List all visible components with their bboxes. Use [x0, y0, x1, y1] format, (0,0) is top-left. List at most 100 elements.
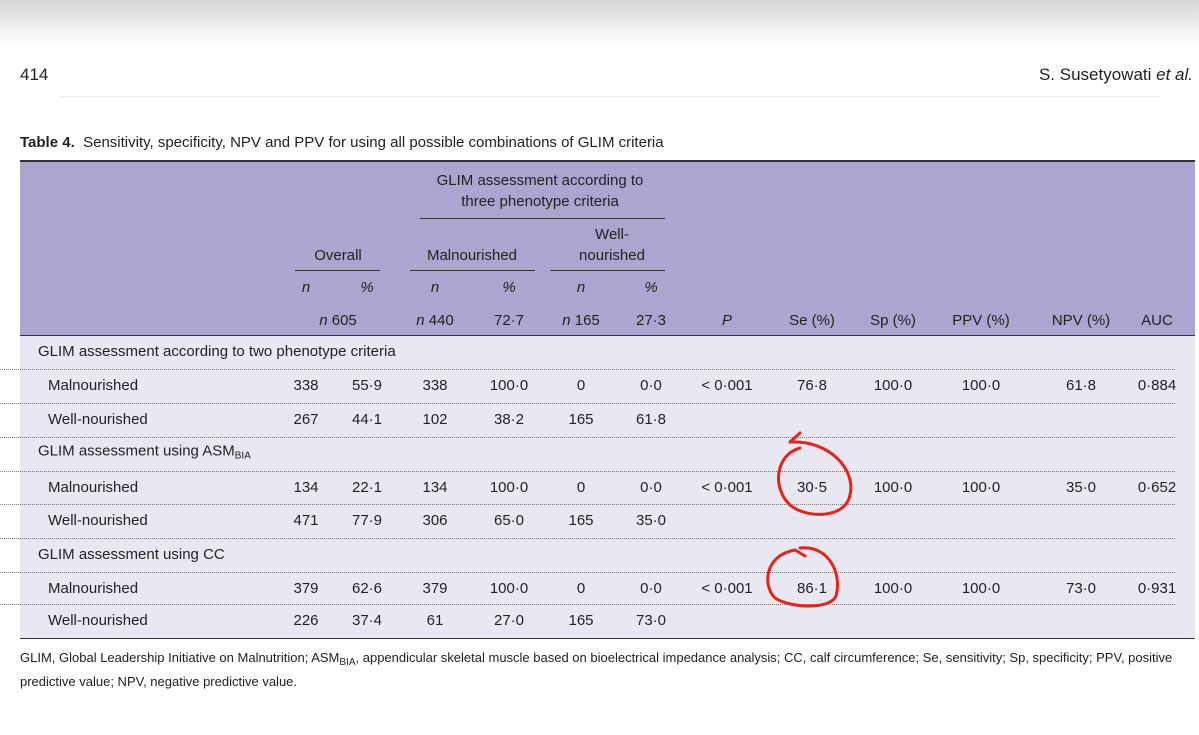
rule	[550, 270, 665, 271]
group-header: three phenotype criteria	[461, 193, 619, 210]
row-label: Well-nourished	[48, 512, 148, 529]
scan-shadow	[0, 0, 1199, 45]
total: 27·3	[636, 312, 666, 330]
subscript: BIA	[234, 450, 251, 462]
cell: 65·0	[493, 512, 525, 529]
cell: 100·0	[489, 479, 529, 496]
cell: 102	[422, 411, 448, 428]
column-header: Well-	[595, 226, 629, 243]
cell: 55·9	[351, 377, 383, 394]
total-value: 605	[331, 312, 357, 329]
total: n 605	[319, 312, 357, 330]
total-value: 165	[574, 312, 600, 329]
subheader: n	[301, 279, 311, 296]
subheader: %	[502, 279, 516, 296]
cell: 100·0	[489, 377, 529, 394]
cell: < 0·001	[701, 479, 753, 496]
row-label: Malnourished	[48, 479, 139, 496]
section-title-text: GLIM assessment using ASM	[38, 442, 235, 460]
column-header: Malnourished	[426, 247, 518, 264]
cell: 35·0	[635, 512, 667, 529]
rule	[410, 270, 535, 271]
cell: 165	[568, 411, 594, 428]
caption-label: Table 4.	[20, 134, 75, 151]
total-value: 27·3	[635, 312, 667, 329]
footnote-text: , appendicular skeletal muscle based on …	[20, 650, 1173, 689]
column-header: Overall	[314, 247, 362, 264]
rule	[295, 270, 380, 271]
cell: 0·884	[1137, 377, 1177, 394]
cell: 30·5	[796, 479, 828, 496]
row-divider	[0, 471, 1175, 472]
cell: 134	[293, 479, 319, 496]
metric-header: Se (%)	[789, 312, 835, 329]
section-title-text: GLIM assessment using CC	[38, 546, 225, 563]
cell: 338	[422, 377, 448, 394]
row-label: Malnourished	[48, 377, 139, 394]
cell: 0·0	[640, 377, 662, 394]
caption: Table 4. Sensitivity, specificity, NPV a…	[20, 134, 664, 152]
row-divider	[0, 403, 1175, 404]
cell: 76·8	[796, 377, 828, 394]
cell: 62·6	[351, 580, 383, 597]
cell: 38·2	[493, 411, 525, 428]
section-title: GLIM assessment using ASMBIA	[38, 443, 251, 466]
total: 72·7	[494, 312, 524, 330]
page-number: 414	[20, 65, 49, 84]
footnote-text: GLIM, Global Leadership Initiative on Ma…	[20, 650, 340, 665]
scan-line	[60, 96, 1160, 97]
running-head: S. Susetyowati et al.	[1039, 66, 1193, 84]
cell: 471	[293, 512, 319, 529]
cell: 73·0	[635, 612, 667, 629]
cell: 44·1	[351, 411, 383, 428]
section-title: GLIM assessment using CC	[38, 546, 225, 564]
cell: 61·8	[635, 411, 667, 428]
cell: 0·0	[640, 479, 662, 496]
column-header: nourished	[579, 247, 645, 264]
cell: 379	[293, 580, 319, 597]
subheader: n	[576, 279, 586, 296]
cell: 267	[293, 411, 319, 428]
cell: 100·0	[873, 479, 913, 496]
cell: 338	[293, 377, 319, 394]
row-label: Well-nourished	[48, 411, 148, 428]
cell: 22·1	[351, 479, 383, 496]
row-divider	[0, 369, 1175, 370]
table-header-bg	[20, 160, 1195, 335]
row-divider	[0, 437, 1175, 438]
cell: 306	[422, 512, 448, 529]
cell: 100·0	[873, 580, 913, 597]
cell: 86·1	[796, 580, 828, 597]
cell: 379	[422, 580, 448, 597]
row-divider	[0, 604, 1175, 605]
cell: 100·0	[961, 479, 1001, 496]
metric-header: PPV (%)	[952, 312, 1010, 329]
total-prefix: n	[319, 312, 332, 329]
rule	[20, 638, 1195, 639]
subheader: n	[430, 279, 440, 296]
cell: < 0·001	[701, 580, 753, 597]
cell: 73·0	[1065, 580, 1097, 597]
cell: 226	[293, 612, 319, 629]
row-label: Well-nourished	[48, 612, 148, 629]
cell: 165	[568, 512, 594, 529]
table-body-bg	[20, 335, 1195, 638]
total-prefix: n	[416, 312, 429, 329]
cell: 165	[568, 612, 594, 629]
cell: 35·0	[1065, 479, 1097, 496]
cell: 0	[576, 377, 586, 394]
cell: 0·652	[1137, 479, 1177, 496]
cell: 37·4	[351, 612, 383, 629]
row-divider	[0, 504, 1175, 505]
caption-text: Sensitivity, specificity, NPV and PPV fo…	[83, 134, 664, 151]
rule	[20, 335, 1195, 336]
cell: 134	[422, 479, 448, 496]
metric-header: Sp (%)	[870, 312, 916, 329]
total-value: 440	[428, 312, 454, 329]
metric-header: NPV (%)	[1051, 312, 1111, 329]
subheader: %	[644, 279, 658, 296]
cell: 100·0	[961, 580, 1001, 597]
author: S. Susetyowati	[1038, 65, 1152, 84]
rule	[420, 218, 665, 219]
